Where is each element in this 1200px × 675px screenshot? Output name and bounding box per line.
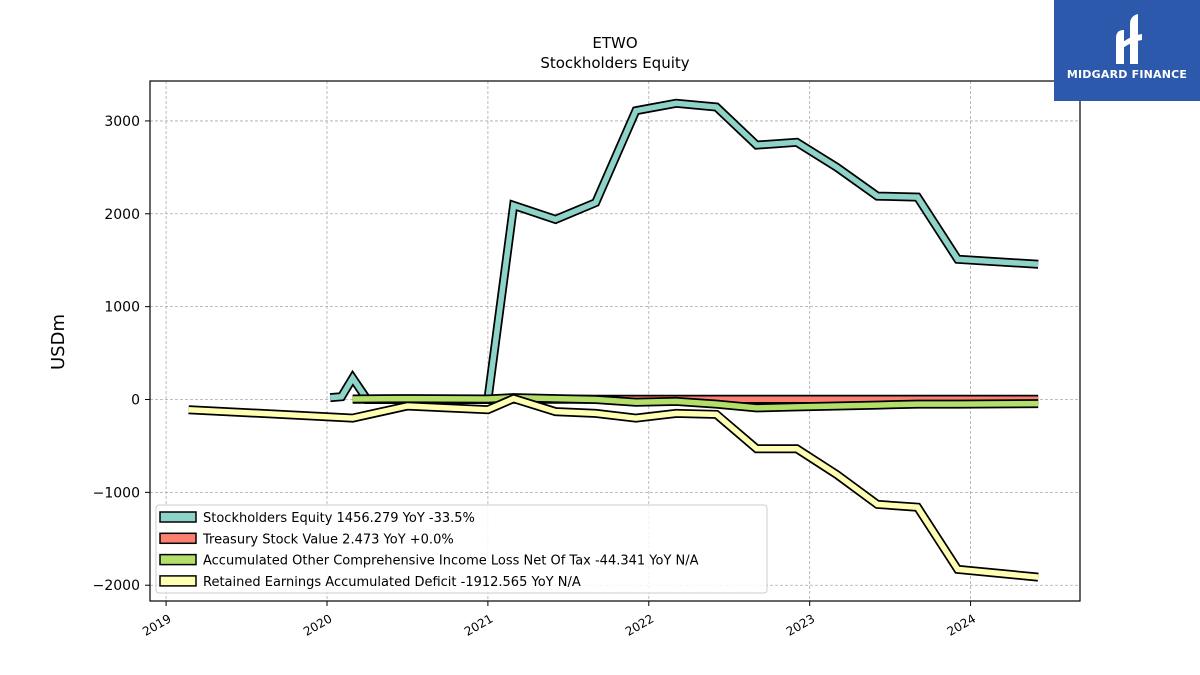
chart-title: ETWO — [592, 34, 637, 52]
y-tick-label: −1000 — [93, 485, 140, 501]
legend-label: Retained Earnings Accumulated Deficit -1… — [203, 575, 581, 590]
x-tick-label: 2020 — [301, 611, 334, 638]
plot-frame — [149, 80, 1081, 602]
series-retained-earnings-accumulated-deficit — [188, 393, 1039, 582]
series-outline — [329, 98, 1039, 404]
y-axis-label: USDm — [48, 314, 69, 370]
x-tick-label: 2021 — [462, 611, 495, 638]
series-line — [352, 394, 1039, 411]
legend-box — [155, 504, 768, 594]
legend-swatch — [159, 575, 197, 587]
logo-text: MIDGARD FINANCE — [1066, 68, 1188, 81]
y-tick-label: 1000 — [104, 300, 140, 316]
x-tick-label: 2019 — [140, 611, 173, 638]
x-tick-label: 2023 — [784, 611, 817, 638]
logo-mark-icon — [1116, 14, 1142, 64]
x-tick-label: 2022 — [623, 611, 656, 638]
legend-swatch — [159, 553, 197, 566]
series-line — [329, 100, 1039, 403]
series-line — [188, 395, 1039, 580]
legend-label: Accumulated Other Comprehensive Income L… — [203, 554, 699, 569]
legend-swatch — [159, 532, 197, 545]
legend-swatch — [159, 511, 197, 523]
y-tick-label: 0 — [131, 393, 140, 409]
y-tick-label: −2000 — [93, 578, 140, 594]
series-stockholders-equity — [329, 98, 1039, 404]
series-accumulated-other-comprehensive-income-loss-net-of-tax — [352, 393, 1039, 413]
midgard-finance-logo: MIDGARD FINANCE — [1054, 0, 1200, 101]
y-tick-label: 2000 — [104, 207, 140, 223]
x-tick-label: 2024 — [945, 611, 978, 638]
y-tick-label: 3000 — [104, 114, 140, 130]
chart-subtitle: Stockholders Equity — [540, 54, 689, 72]
legend-label: Treasury Stock Value 2.473 YoY +0.0% — [202, 532, 454, 547]
legend-label: Stockholders Equity 1456.279 YoY -33.5% — [203, 511, 475, 526]
